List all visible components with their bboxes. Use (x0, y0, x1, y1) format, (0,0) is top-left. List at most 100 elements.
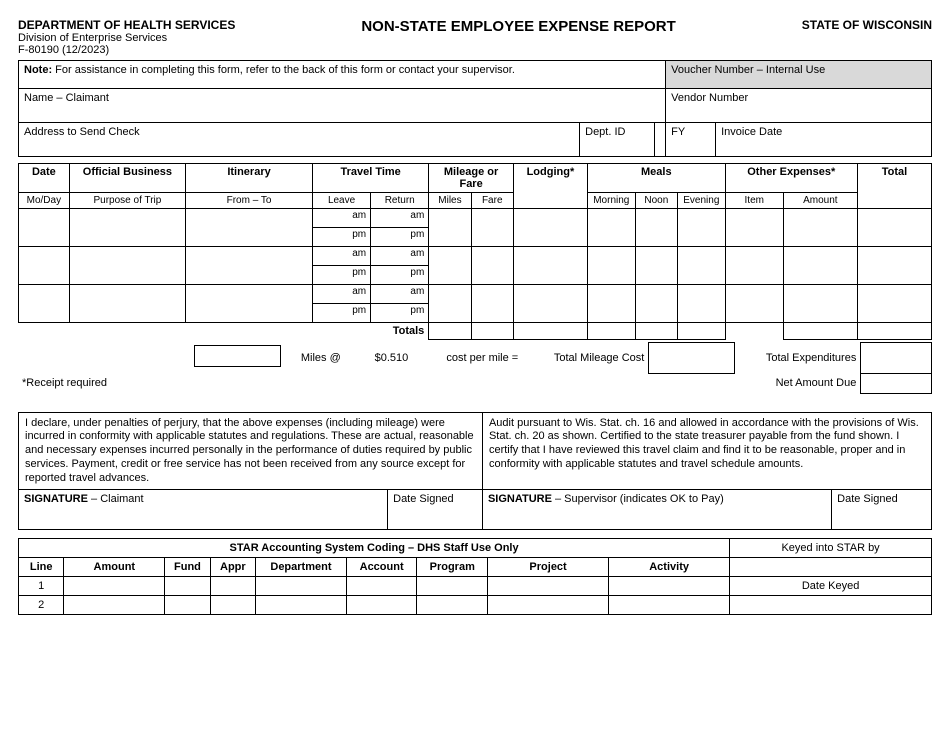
net-due-label: Net Amount Due (735, 373, 861, 393)
note-cell: Note: For assistance in completing this … (19, 61, 666, 89)
coding-header: STAR Accounting System Coding – DHS Staf… (19, 539, 730, 558)
keyed-by-label: Keyed into STAR by (730, 539, 932, 558)
sig-super-cell[interactable]: SIGNATURE – Supervisor (indicates OK to … (482, 490, 831, 530)
total-expend-label: Total Expenditures (735, 342, 861, 373)
rate-value: $0.510 (356, 342, 427, 373)
hdr-lodging: Lodging* (513, 164, 587, 209)
expense-row[interactable]: am am (19, 209, 932, 228)
sig-claimant-role: – Claimant (88, 493, 144, 505)
hdr-other: Other Expenses* (725, 164, 857, 193)
col-program: Program (417, 558, 488, 577)
address-label: Address to Send Check (24, 126, 140, 138)
expense-row[interactable]: am am (19, 247, 932, 266)
form-number: F-80190 (12/2023) (18, 44, 235, 56)
name-label: Name – Claimant (24, 92, 109, 104)
date-keyed-label: Date Keyed (730, 577, 932, 596)
col-fund: Fund (165, 558, 210, 577)
declaration-table: I declare, under penalties of perjury, t… (18, 412, 932, 531)
vendor-label: Vendor Number (671, 92, 748, 104)
date-signed-label: Date Signed (837, 493, 898, 505)
col-project: Project (488, 558, 609, 577)
mileage-section: Miles @ $0.510 cost per mile = Total Mil… (18, 342, 932, 394)
hdr-total: Total (857, 164, 931, 209)
coding-row[interactable]: 2 (19, 596, 932, 615)
total-expend-input[interactable] (861, 342, 932, 373)
deptid-label: Dept. ID (585, 126, 625, 138)
voucher-cell: Voucher Number – Internal Use (666, 61, 932, 89)
hdr-official: Official Business (69, 164, 185, 193)
header-left: DEPARTMENT OF HEALTH SERVICES Division o… (18, 18, 235, 56)
hdr-fromto: From – To (186, 193, 313, 209)
hdr-morning: Morning (587, 193, 635, 209)
invoice-cell[interactable]: Invoice Date (716, 123, 932, 157)
supervisor-declaration: Audit pursuant to Wis. Stat. ch. 16 and … (482, 412, 931, 490)
claimant-declaration: I declare, under penalties of perjury, t… (19, 412, 483, 490)
col-line: Line (19, 558, 64, 577)
leave-pm: pm (312, 228, 370, 247)
net-due-input[interactable] (861, 373, 932, 393)
receipt-note: *Receipt required (18, 373, 190, 393)
col-department: Department (256, 558, 347, 577)
hdr-mileage-fare: Mileage or Fare (429, 164, 514, 193)
fy-label: FY (671, 126, 685, 138)
hdr-leave: Leave (312, 193, 370, 209)
sig-super-label: SIGNATURE (488, 493, 552, 505)
hdr-moday: Mo/Day (19, 193, 70, 209)
expense-row[interactable]: am am (19, 285, 932, 304)
hdr-item: Item (725, 193, 783, 209)
col-account: Account (346, 558, 417, 577)
hdr-noon: Noon (635, 193, 677, 209)
hdr-return: Return (371, 193, 429, 209)
totals-label: Totals (19, 323, 429, 340)
coding-row[interactable]: 1 Date Keyed (19, 577, 932, 596)
line-1: 1 (19, 577, 64, 596)
department-name: DEPARTMENT OF HEALTH SERVICES (18, 18, 235, 32)
note-prefix: Note: (24, 64, 52, 76)
voucher-label: Voucher Number – Internal Use (671, 64, 825, 76)
hdr-evening: Evening (677, 193, 725, 209)
address-cell[interactable]: Address to Send Check (19, 123, 580, 157)
miles-at-label: Miles @ (285, 342, 356, 373)
expense-grid: Date Official Business Itinerary Travel … (18, 163, 932, 340)
state-label: STATE OF WISCONSIN (802, 18, 932, 32)
keyed-by-input[interactable] (730, 558, 932, 577)
return-pm: pm (371, 228, 429, 247)
fy-cell[interactable]: FY (666, 123, 716, 157)
vendor-cell[interactable]: Vendor Number (666, 89, 932, 123)
sig-claimant-date[interactable]: Date Signed (388, 490, 483, 530)
return-am: am (371, 209, 429, 228)
total-mileage-label: Total Mileage Cost (538, 342, 649, 373)
coding-table: STAR Accounting System Coding – DHS Staf… (18, 538, 932, 615)
miles-input[interactable] (194, 345, 282, 367)
date-keyed-input[interactable] (730, 596, 932, 615)
hdr-purpose: Purpose of Trip (69, 193, 185, 209)
name-cell[interactable]: Name – Claimant (19, 89, 666, 123)
deptid-cell[interactable]: Dept. ID (580, 123, 655, 157)
hdr-miles: Miles (429, 193, 471, 209)
total-mileage-input[interactable] (649, 342, 735, 373)
cost-per-mile-label: cost per mile = (427, 342, 538, 373)
invoice-label: Invoice Date (721, 126, 782, 138)
form-header: DEPARTMENT OF HEALTH SERVICES Division o… (18, 18, 932, 56)
date-signed-label: Date Signed (393, 493, 454, 505)
line-2: 2 (19, 596, 64, 615)
division-name: Division of Enterprise Services (18, 32, 235, 44)
sig-super-role: – Supervisor (indicates OK to Pay) (552, 493, 724, 505)
hdr-meals: Meals (587, 164, 725, 193)
col-appr: Appr (210, 558, 255, 577)
sig-super-date[interactable]: Date Signed (832, 490, 932, 530)
col-amount: Amount (64, 558, 165, 577)
leave-am: am (312, 209, 370, 228)
col-activity: Activity (609, 558, 730, 577)
hdr-itinerary: Itinerary (186, 164, 313, 193)
hdr-travel-time: Travel Time (312, 164, 428, 193)
top-info-table: Note: For assistance in completing this … (18, 60, 932, 157)
sig-claimant-label: SIGNATURE (24, 493, 88, 505)
form-title: NON-STATE EMPLOYEE EXPENSE REPORT (235, 18, 801, 35)
note-text: For assistance in completing this form, … (52, 64, 515, 76)
totals-row: Totals (19, 323, 932, 340)
sig-claimant-cell[interactable]: SIGNATURE – Claimant (19, 490, 388, 530)
hdr-amount: Amount (783, 193, 857, 209)
hdr-date: Date (19, 164, 70, 193)
hdr-fare: Fare (471, 193, 513, 209)
